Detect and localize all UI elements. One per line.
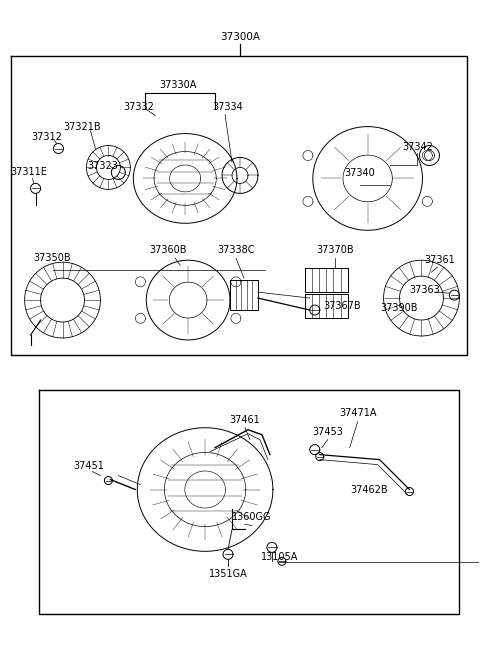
Text: 37360B: 37360B [149,245,187,255]
Text: 37332: 37332 [123,102,154,112]
Text: 37370B: 37370B [316,245,354,255]
Text: 37451: 37451 [73,461,104,470]
Text: 37342: 37342 [402,141,433,152]
Text: 37300A: 37300A [220,32,260,42]
Text: 37462B: 37462B [351,484,388,495]
Text: 37390B: 37390B [381,303,418,313]
Text: 37461: 37461 [229,415,260,424]
Text: 13105A: 13105A [261,553,299,562]
Text: 37334: 37334 [213,102,243,112]
Text: 37312: 37312 [31,131,62,141]
Text: 37340: 37340 [344,168,375,179]
Text: 37338C: 37338C [217,245,255,255]
Text: 37350B: 37350B [34,253,72,263]
Text: 1351GA: 1351GA [209,569,247,579]
Text: 37330A: 37330A [159,79,197,90]
Text: 37453: 37453 [312,426,343,437]
Text: 37361: 37361 [424,255,455,265]
Text: 37471A: 37471A [339,408,376,418]
Text: 37363: 37363 [409,285,440,295]
Text: 37321B: 37321B [64,122,101,131]
Text: 37323: 37323 [87,162,118,171]
Text: 37311E: 37311E [10,168,47,177]
Text: 1360GG: 1360GG [232,512,272,522]
Text: 37367B: 37367B [323,301,360,311]
